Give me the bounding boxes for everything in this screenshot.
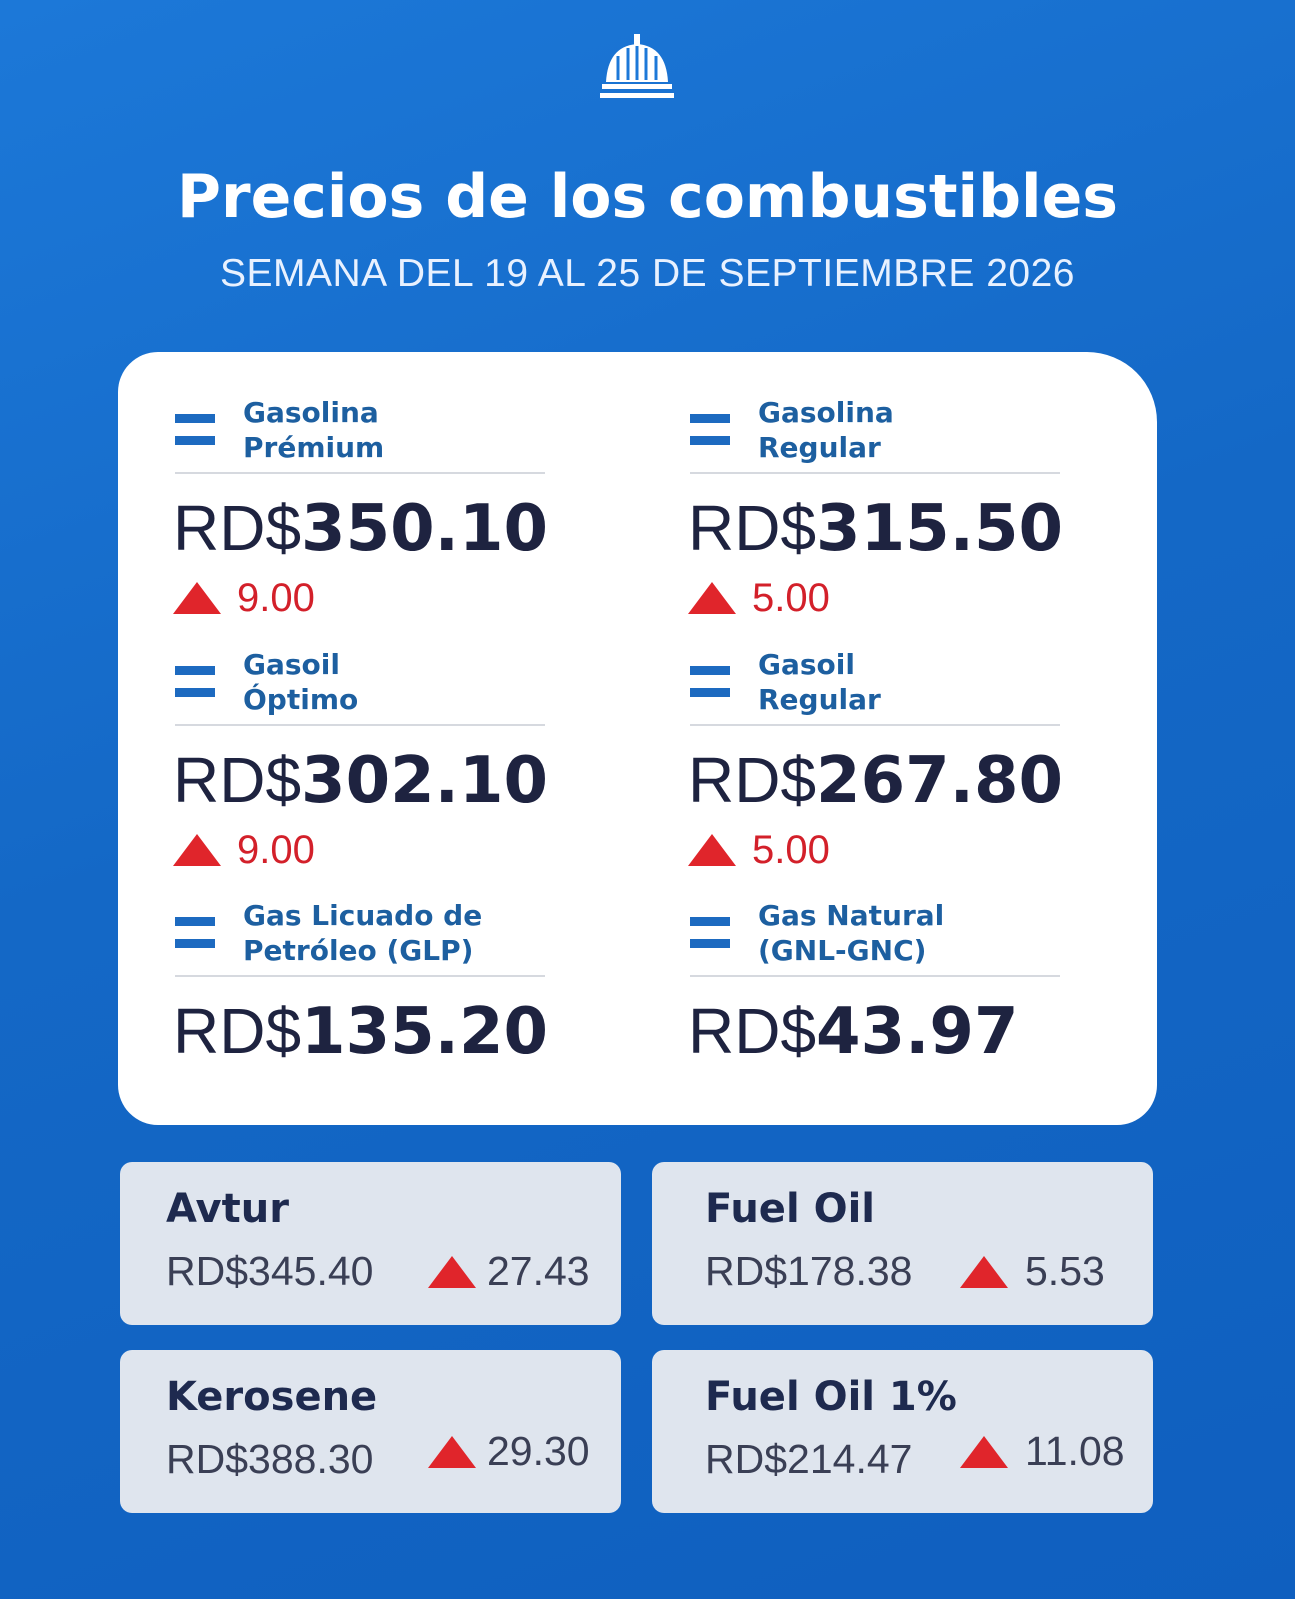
price-change: 5.53 [1025,1248,1105,1294]
fuel-name: Gas Licuado de [243,899,483,932]
currency: RD$ [688,995,817,1067]
price-value: 135.20 [301,995,548,1069]
price: RD$302.10 [173,748,548,813]
currency: RD$ [705,1436,788,1482]
equals-icon [175,688,215,697]
price-change: 5.00 [752,576,830,620]
fuel-name: Fuel Oil 1% [705,1374,957,1420]
price-change: 9.00 [237,828,315,872]
equals-icon [690,688,730,697]
price-change: 5.00 [752,828,830,872]
currency: RD$ [173,995,302,1067]
price: RD$135.20 [173,999,548,1064]
currency: RD$ [688,492,817,564]
currency: RD$ [173,744,302,816]
price-change: 27.43 [487,1248,590,1294]
subtitle: SEMANA DEL 19 AL 25 DE SEPTIEMBRE 2026 [219,252,1075,295]
price: RD$267.80 [688,748,1063,813]
divider [175,724,545,726]
price-change: 11.08 [1025,1428,1125,1474]
fuel-name: Óptimo [243,683,359,716]
fuel-name: Gasoil [758,648,855,681]
divider [175,472,545,474]
fuel-name: (GNL-GNC) [758,934,927,967]
fuel-card: Fuel Oil RD$178.38 5.53 [652,1162,1153,1325]
price: RD$214.47 [705,1439,912,1480]
equals-icon [175,666,215,675]
up-arrow [960,1436,1008,1468]
fuel-name: Regular [758,683,881,716]
equals-icon [175,939,215,948]
equals-icon [690,414,730,423]
equals-icon [175,436,215,445]
fuel-name: Prémium [243,431,385,464]
divider [175,975,545,977]
price-value: 345.40 [248,1248,374,1294]
up-arrow [428,1256,476,1288]
equals-icon [690,917,730,926]
price-value: 315.50 [816,492,1063,566]
equals-icon [175,414,215,423]
up-arrow [688,834,736,866]
fuel-card: Kerosene RD$388.30 29.30 [120,1350,621,1513]
price-value: 388.30 [248,1436,374,1482]
price-value: 302.10 [301,744,548,818]
price: RD$178.38 [705,1251,912,1292]
up-arrow [173,834,221,866]
fuel-name: Gas Natural [758,899,945,932]
fuel-name: Petróleo (GLP) [243,934,474,967]
price: RD$350.10 [173,496,548,561]
divider [690,472,1060,474]
price-value: 178.38 [787,1248,913,1294]
equals-icon [690,666,730,675]
price-change: 29.30 [487,1428,590,1474]
currency: RD$ [688,744,817,816]
fuel-name: Gasolina [243,396,379,429]
fuel-name: Gasolina [758,396,894,429]
price: RD$43.97 [688,999,1018,1064]
title: Precios de los combustibles [177,162,1118,232]
up-arrow [173,582,221,614]
divider [690,975,1060,977]
price-value: 43.97 [816,995,1019,1069]
fuel-name: Fuel Oil [705,1186,875,1232]
logo-dome [600,34,674,98]
currency: RD$ [705,1248,788,1294]
equals-icon [175,917,215,926]
fuel-name: Gasoil [243,648,340,681]
fuel-card: Fuel Oil 1% RD$214.47 11.08 [652,1350,1153,1513]
equals-icon [690,436,730,445]
fuel-name: Avtur [166,1186,289,1232]
currency: RD$ [166,1436,249,1482]
fuel-name: Kerosene [166,1374,378,1420]
price-value: 267.80 [816,744,1063,818]
price-value: 214.47 [787,1436,913,1482]
fuel-name: Regular [758,431,881,464]
price-change: 9.00 [237,576,315,620]
currency: RD$ [166,1248,249,1294]
currency: RD$ [173,492,302,564]
price-value: 350.10 [301,492,548,566]
up-arrow [688,582,736,614]
up-arrow [428,1436,476,1468]
main-card [118,352,1157,1125]
fuel-card: Avtur RD$345.40 27.43 [120,1162,621,1325]
price: RD$345.40 [166,1251,373,1292]
up-arrow [960,1256,1008,1288]
equals-icon [690,939,730,948]
price: RD$315.50 [688,496,1063,561]
price: RD$388.30 [166,1439,373,1480]
divider [690,724,1060,726]
